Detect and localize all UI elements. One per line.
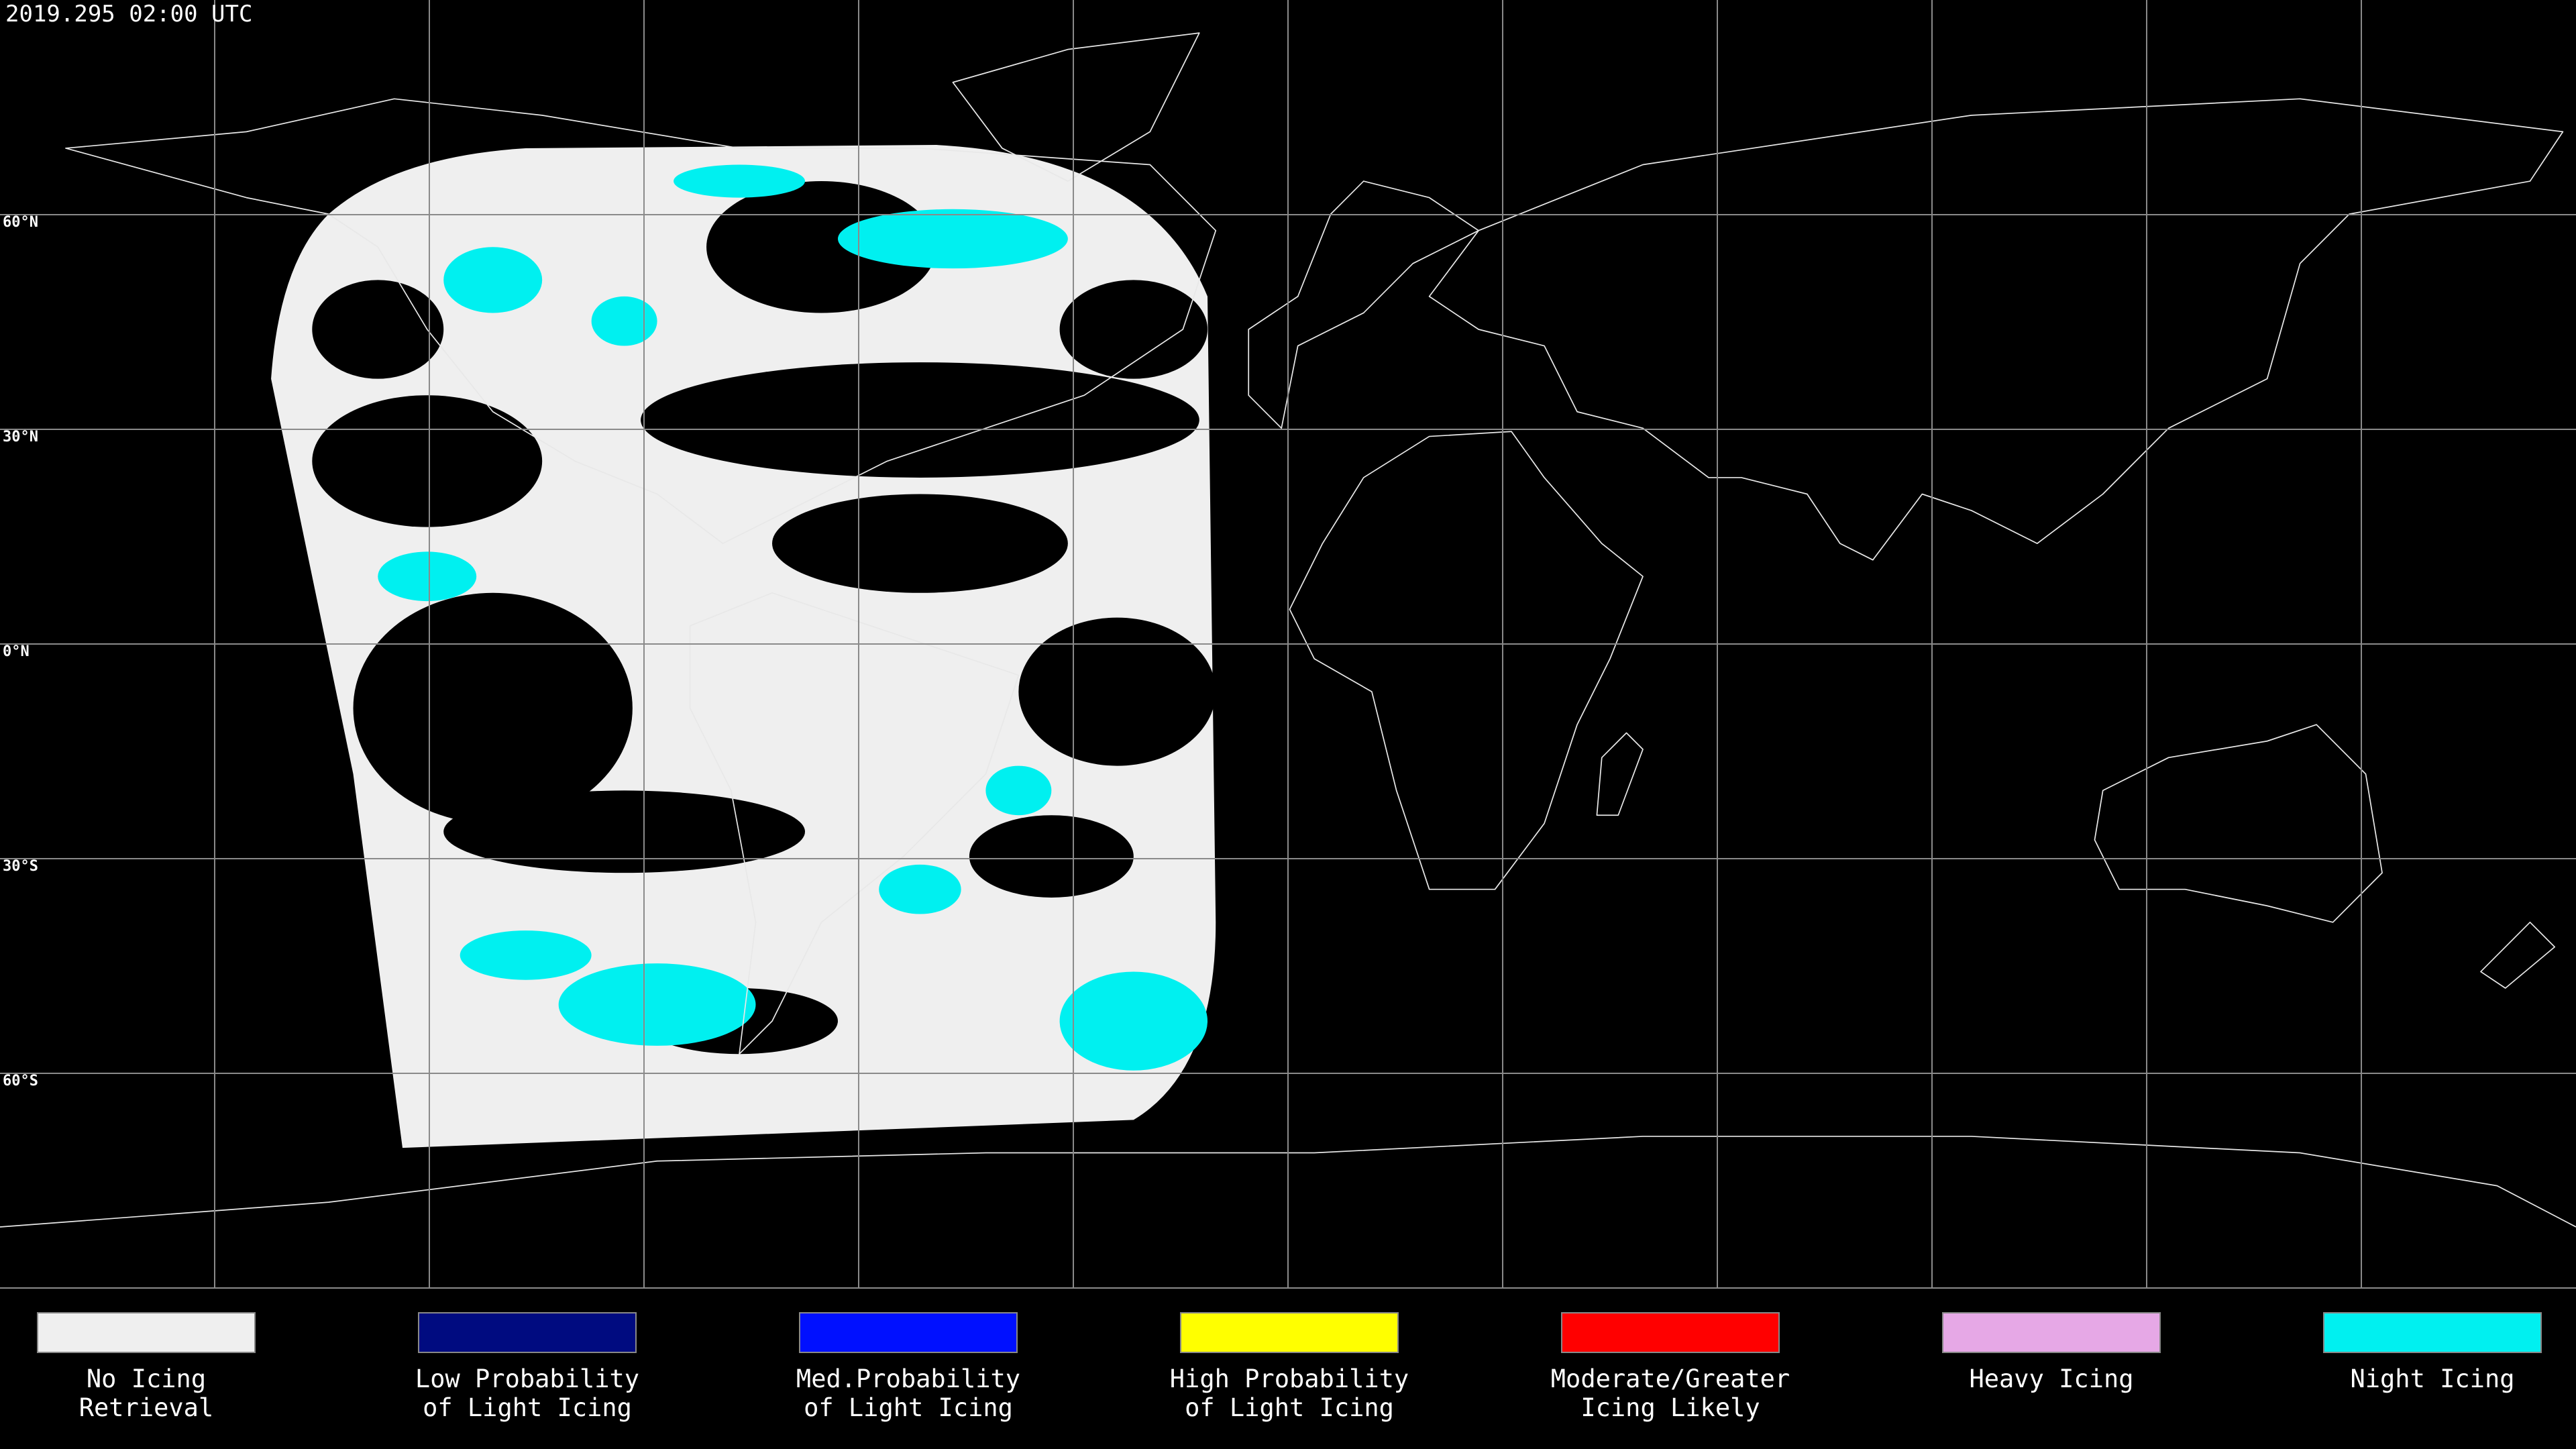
legend-label: High Probability [1170, 1364, 1409, 1393]
graticule [0, 0, 2576, 1289]
legend-label: Moderate/Greater [1551, 1364, 1790, 1393]
timestamp: 2019.295 02:00 UTC [5, 1, 252, 28]
legend-label: Icing Likely [1580, 1393, 1760, 1422]
legend-label: Med.Probability [796, 1364, 1020, 1393]
latitude-label: 30°S [3, 858, 38, 875]
latitude-labels: 60°N 30°N 0°N 30°S 60°S [3, 214, 38, 1089]
legend-swatch [418, 1312, 637, 1353]
legend-swatch [37, 1312, 256, 1353]
legend-label: of Light Icing [423, 1393, 632, 1422]
legend-label: Low Probability [415, 1364, 639, 1393]
legend-label: of Light Icing [1185, 1393, 1394, 1422]
legend-label: Retrieval [79, 1393, 213, 1422]
legend-swatch [1942, 1312, 2161, 1353]
legend-swatch [2323, 1312, 2542, 1353]
legend-swatch [799, 1312, 1018, 1353]
latitude-label: 30°N [3, 429, 38, 445]
legend-label: Heavy Icing [1969, 1364, 2133, 1393]
legend-swatch [1561, 1312, 1780, 1353]
legend-label: No Icing [87, 1364, 206, 1393]
legend-label: of Light Icing [804, 1393, 1013, 1422]
legend-label: Night Icing [2350, 1364, 2514, 1393]
latitude-label: 60°S [3, 1073, 38, 1089]
coastlines [0, 32, 2576, 1228]
night-icing-patches [378, 164, 1208, 1071]
latitude-label: 0°N [3, 643, 30, 660]
latitude-label: 60°N [3, 214, 38, 231]
legend-swatch [1180, 1312, 1399, 1353]
